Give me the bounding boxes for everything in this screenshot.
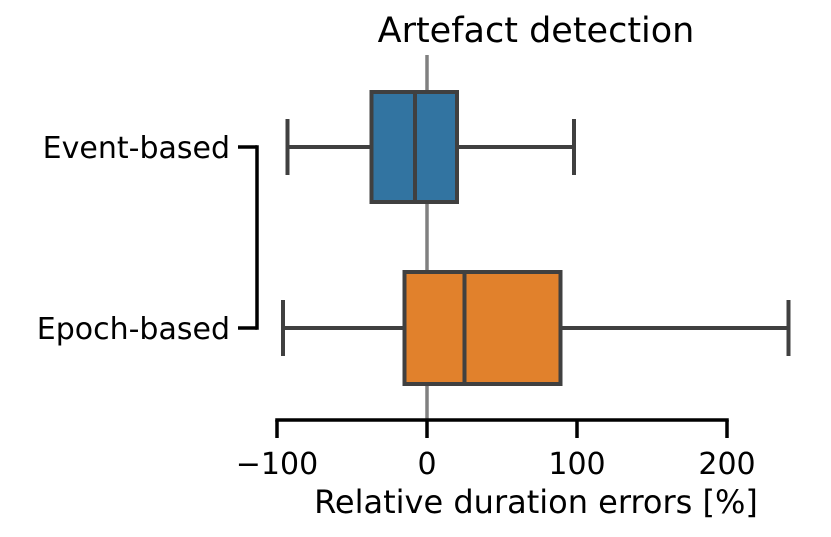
box-group-event-based: Event-based (43, 90, 576, 204)
x-tick-label-3: 200 (698, 447, 755, 482)
x-tick-label-0: −100 (236, 447, 318, 482)
chart-title: Artefact detection (378, 11, 695, 51)
x-axis-label: Relative duration errors [%] (314, 483, 758, 521)
plot-area: Event-based Epoch-based −100 0 100 200 (37, 55, 791, 482)
box-epoch-based (402, 270, 563, 386)
y-tick-label-event-based: Event-based (43, 131, 230, 166)
x-tick-label-2: 100 (548, 447, 605, 482)
y-tick-label-epoch-based: Epoch-based (37, 312, 230, 347)
x-tick-label-1: 0 (417, 447, 436, 482)
box-group-epoch-based: Epoch-based (37, 270, 791, 386)
